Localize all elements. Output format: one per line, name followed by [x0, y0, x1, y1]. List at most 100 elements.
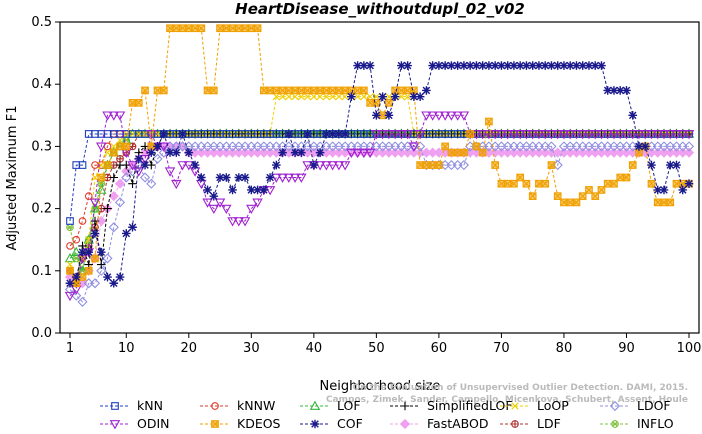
- point-marker: [353, 61, 362, 70]
- point-marker: [428, 61, 437, 70]
- x-axis: 1 10 20 30 40 50 60 70 80 90 100: [66, 333, 702, 356]
- point-marker: [114, 178, 126, 189]
- x-tick-label: 80: [556, 341, 573, 356]
- point-marker: [146, 178, 157, 189]
- point-marker: [252, 198, 263, 208]
- point-marker: [84, 192, 93, 201]
- point-marker: [397, 92, 406, 101]
- legend-item-loop: LoOP: [500, 398, 569, 413]
- point-marker-cross: [235, 24, 243, 32]
- point-marker: [553, 61, 562, 70]
- series-kdeos: [66, 24, 693, 288]
- point-marker: [453, 61, 462, 70]
- point-marker: [66, 260, 74, 269]
- point-marker: [503, 61, 512, 70]
- point-marker: [521, 130, 532, 140]
- point-marker: [233, 217, 245, 227]
- legend-item-fastabod: FastABOD: [390, 416, 489, 431]
- point-marker-cross: [472, 142, 481, 151]
- point-marker-cross: [260, 86, 268, 95]
- point-marker: [284, 129, 294, 139]
- point-marker-cross: [654, 198, 662, 207]
- point-marker: [234, 173, 244, 182]
- point-marker: [165, 148, 175, 157]
- point-marker: [552, 130, 563, 140]
- point-marker: [403, 61, 412, 70]
- point-marker-cross: [291, 86, 299, 95]
- point-marker: [659, 185, 669, 195]
- point-marker: [285, 92, 293, 101]
- point-marker: [222, 173, 231, 182]
- point-marker: [64, 252, 76, 263]
- point-marker-cross: [253, 24, 262, 32]
- legend-item-ldf: LDF: [500, 416, 561, 431]
- y-axis: 0.0 0.1 0.2 0.3 0.4 0.5: [31, 15, 60, 341]
- x-tick-label: 70: [493, 341, 510, 356]
- point-marker-cross: [528, 192, 537, 200]
- point-marker: [383, 130, 395, 140]
- point-marker: [322, 129, 331, 139]
- point-marker-cross: [360, 86, 368, 95]
- legend-label: LOF: [337, 398, 361, 413]
- point-marker: [347, 92, 356, 101]
- point-marker: [628, 111, 638, 120]
- point-marker: [278, 92, 287, 101]
- point-marker: [291, 92, 299, 101]
- point-marker-cross: [616, 173, 624, 182]
- point-marker: [421, 111, 432, 121]
- point-marker: [121, 229, 131, 238]
- legend-item-knnw: kNNW: [200, 398, 275, 413]
- point-marker: [114, 197, 126, 208]
- point-marker: [647, 160, 656, 170]
- point-marker: [171, 179, 182, 190]
- point-marker: [639, 130, 651, 140]
- point-marker: [128, 179, 137, 189]
- series-fastabod: [64, 141, 695, 289]
- point-marker: [335, 92, 343, 101]
- point-marker-cross: [491, 161, 499, 169]
- point-marker-cross: [328, 86, 337, 95]
- point-marker: [683, 130, 695, 140]
- point-marker-cross: [110, 148, 118, 157]
- point-marker: [377, 130, 388, 140]
- point-marker: [490, 61, 500, 70]
- point-marker: [78, 217, 87, 225]
- point-marker-cross: [211, 420, 219, 428]
- point-marker: [446, 111, 457, 121]
- point-marker: [547, 61, 556, 70]
- point-marker-cross: [441, 142, 449, 151]
- point-marker-cross: [366, 99, 374, 107]
- point-marker: [603, 86, 613, 95]
- point-marker: [96, 142, 107, 152]
- point-marker: [627, 130, 638, 140]
- point-marker-cross: [591, 192, 599, 200]
- x-tick-label: 100: [677, 341, 702, 356]
- point-marker: [253, 185, 262, 195]
- point-marker-cross: [535, 180, 543, 188]
- point-marker-cross: [266, 86, 274, 95]
- point-marker: [278, 148, 287, 157]
- point-marker: [89, 278, 101, 289]
- point-marker: [309, 160, 319, 170]
- point-marker: [558, 130, 570, 140]
- point-marker: [327, 161, 338, 171]
- point-marker: [522, 61, 531, 70]
- point-marker: [89, 198, 101, 208]
- point-marker: [399, 418, 411, 430]
- point-marker: [427, 111, 438, 121]
- legend-item-knn: kNN: [100, 398, 163, 413]
- point-marker: [609, 86, 619, 95]
- point-marker: [127, 161, 138, 171]
- point-marker: [310, 419, 320, 429]
- series-line: [69, 96, 689, 285]
- point-marker: [202, 198, 213, 208]
- point-marker-cross: [297, 86, 306, 95]
- point-marker: [97, 161, 105, 169]
- point-marker: [465, 61, 475, 70]
- point-marker-cross: [341, 86, 349, 95]
- point-marker-cross: [310, 86, 318, 95]
- point-marker: [146, 148, 156, 157]
- point-marker: [103, 204, 112, 213]
- point-marker: [197, 173, 206, 182]
- series-line: [69, 145, 689, 284]
